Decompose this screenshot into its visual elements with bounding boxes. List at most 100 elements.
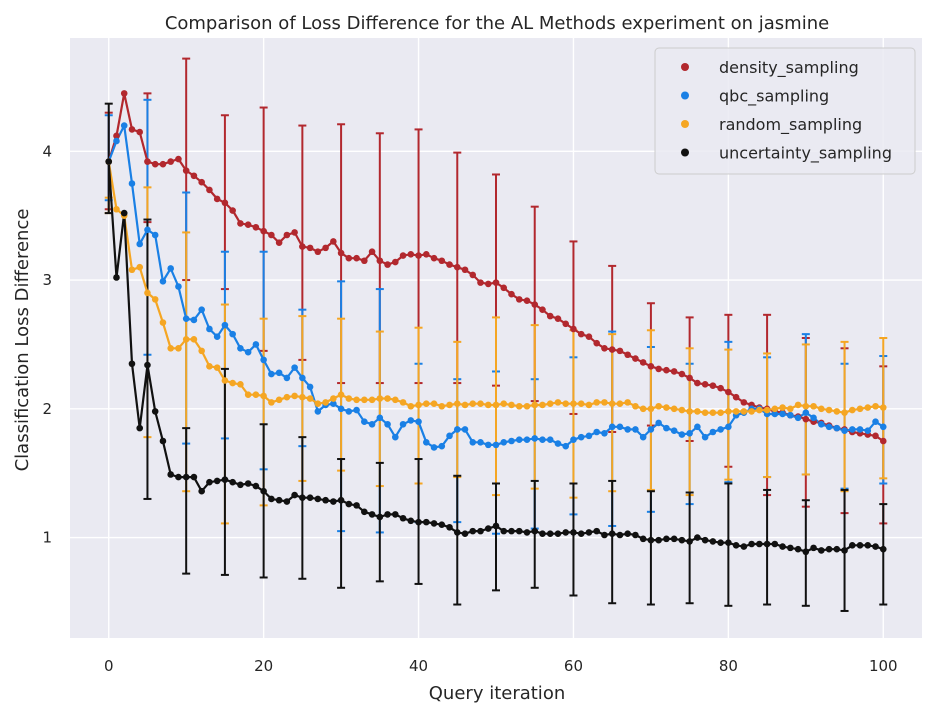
uncertainty-sampling-point [453,529,461,536]
qbc-sampling-point [144,226,151,234]
random-sampling-point [500,400,508,407]
random-sampling-point [593,399,600,406]
legend-label-uncertainty-sampling: uncertainty_sampling [719,144,892,164]
uncertainty-sampling-point [446,523,453,531]
density-sampling-point [624,351,631,359]
qbc-sampling-point [787,411,794,419]
uncertainty-sampling-point [221,476,229,483]
random-sampling-point [322,399,329,406]
density-sampling-point [453,263,461,271]
uncertainty-sampling-point [260,487,267,495]
uncertainty-sampling-point [244,480,252,487]
random-sampling-point [384,395,391,402]
density-sampling-point [554,315,562,322]
qbc-sampling-point [229,330,236,338]
uncertainty-sampling-error-bar [298,436,307,580]
qbc-sampling-point [663,424,670,432]
qbc-sampling-point [833,424,841,432]
random-sampling-point [740,408,748,415]
uncertainty-sampling-point [306,494,314,501]
qbc-sampling-point [399,420,407,428]
density-sampling-point [872,432,879,440]
qbc-sampling-point [252,341,260,348]
random-sampling-point [818,405,825,413]
random-sampling-point [268,399,275,406]
qbc-sampling-point [120,122,128,129]
random-sampling-point [678,406,686,414]
uncertainty-sampling-point [701,536,709,544]
uncertainty-sampling-point [198,487,205,495]
density-sampling-point [353,254,360,262]
qbc-sampling-point [802,409,810,416]
random-sampling-point [306,395,314,402]
qbc-sampling-point [655,419,662,427]
qbc-sampling-point [810,414,817,422]
uncertainty-sampling-point [647,536,655,544]
qbc-sampling-point [794,414,802,422]
uncertainty-sampling-error-bar [569,482,578,597]
uncertainty-sampling-point [624,530,631,538]
random-sampling-point [368,396,376,404]
density-sampling-point [361,257,368,265]
random-sampling-point [337,391,345,398]
uncertainty-sampling-point [430,520,438,527]
uncertainty-sampling-point [399,514,407,522]
random-sampling-point [879,404,887,411]
qbc-sampling-point [167,265,174,272]
legend-marker-density-sampling [681,63,689,71]
uncertainty-sampling-point [515,527,523,535]
uncertainty-sampling-point [725,539,732,547]
random-sampling-point [113,205,120,213]
qbc-sampling-point [779,410,786,418]
uncertainty-sampling-point [686,538,693,545]
uncertainty-sampling-point [213,477,221,485]
qbc-sampling-point [841,427,848,435]
qbc-sampling-point [221,321,229,329]
qbc-sampling-point [531,435,539,442]
density-sampling-point [299,243,306,250]
qbc-sampling-point [577,433,585,441]
qbc-sampling-point [624,426,631,433]
random-sampling-point [725,408,732,415]
qbc-sampling-point [701,433,709,441]
random-sampling-point [686,408,693,415]
uncertainty-sampling-point [330,498,337,505]
random-sampling-point [345,395,353,402]
uncertainty-sampling-error-bar [685,491,694,605]
uncertainty-sampling-point [477,527,484,535]
uncertainty-sampling-point [469,527,477,535]
density-sampling-point [616,347,624,355]
uncertainty-sampling-point [748,540,755,548]
qbc-sampling-point [771,410,779,418]
series-markers [105,90,887,556]
x-tick-label: 40 [409,657,428,675]
qbc-sampling-point [353,406,360,414]
qbc-sampling-point [438,442,446,450]
qbc-sampling-point [345,408,353,415]
uncertainty-sampling-point [856,541,864,549]
legend-marker-qbc-sampling [681,91,689,100]
density-sampling-point [415,252,422,259]
qbc-sampling-point [585,432,593,440]
qbc-sampling-point [848,426,856,433]
random-sampling-point [461,401,469,409]
random-sampling-point [407,402,415,410]
random-sampling-point [601,399,608,406]
density-sampling-point [446,261,453,268]
random-sampling-point [709,409,717,416]
qbc-sampling-point [492,441,500,449]
legend-label-density-sampling: density_sampling [719,58,859,78]
uncertainty-sampling-error-bar [143,218,152,500]
density-sampling-point [461,266,469,274]
uncertainty-sampling-point [864,541,872,549]
qbc-sampling-point [306,383,314,391]
random-sampling-point [848,406,856,414]
random-sampling-point [647,405,655,413]
uncertainty-sampling-point [531,527,539,535]
density-sampling-point [237,220,244,227]
density-sampling-point [314,248,322,256]
qbc-sampling-point [639,433,647,441]
density-sampling-point [663,366,670,374]
qbc-sampling-point [151,231,159,239]
uncertainty-sampling-point [322,496,329,504]
